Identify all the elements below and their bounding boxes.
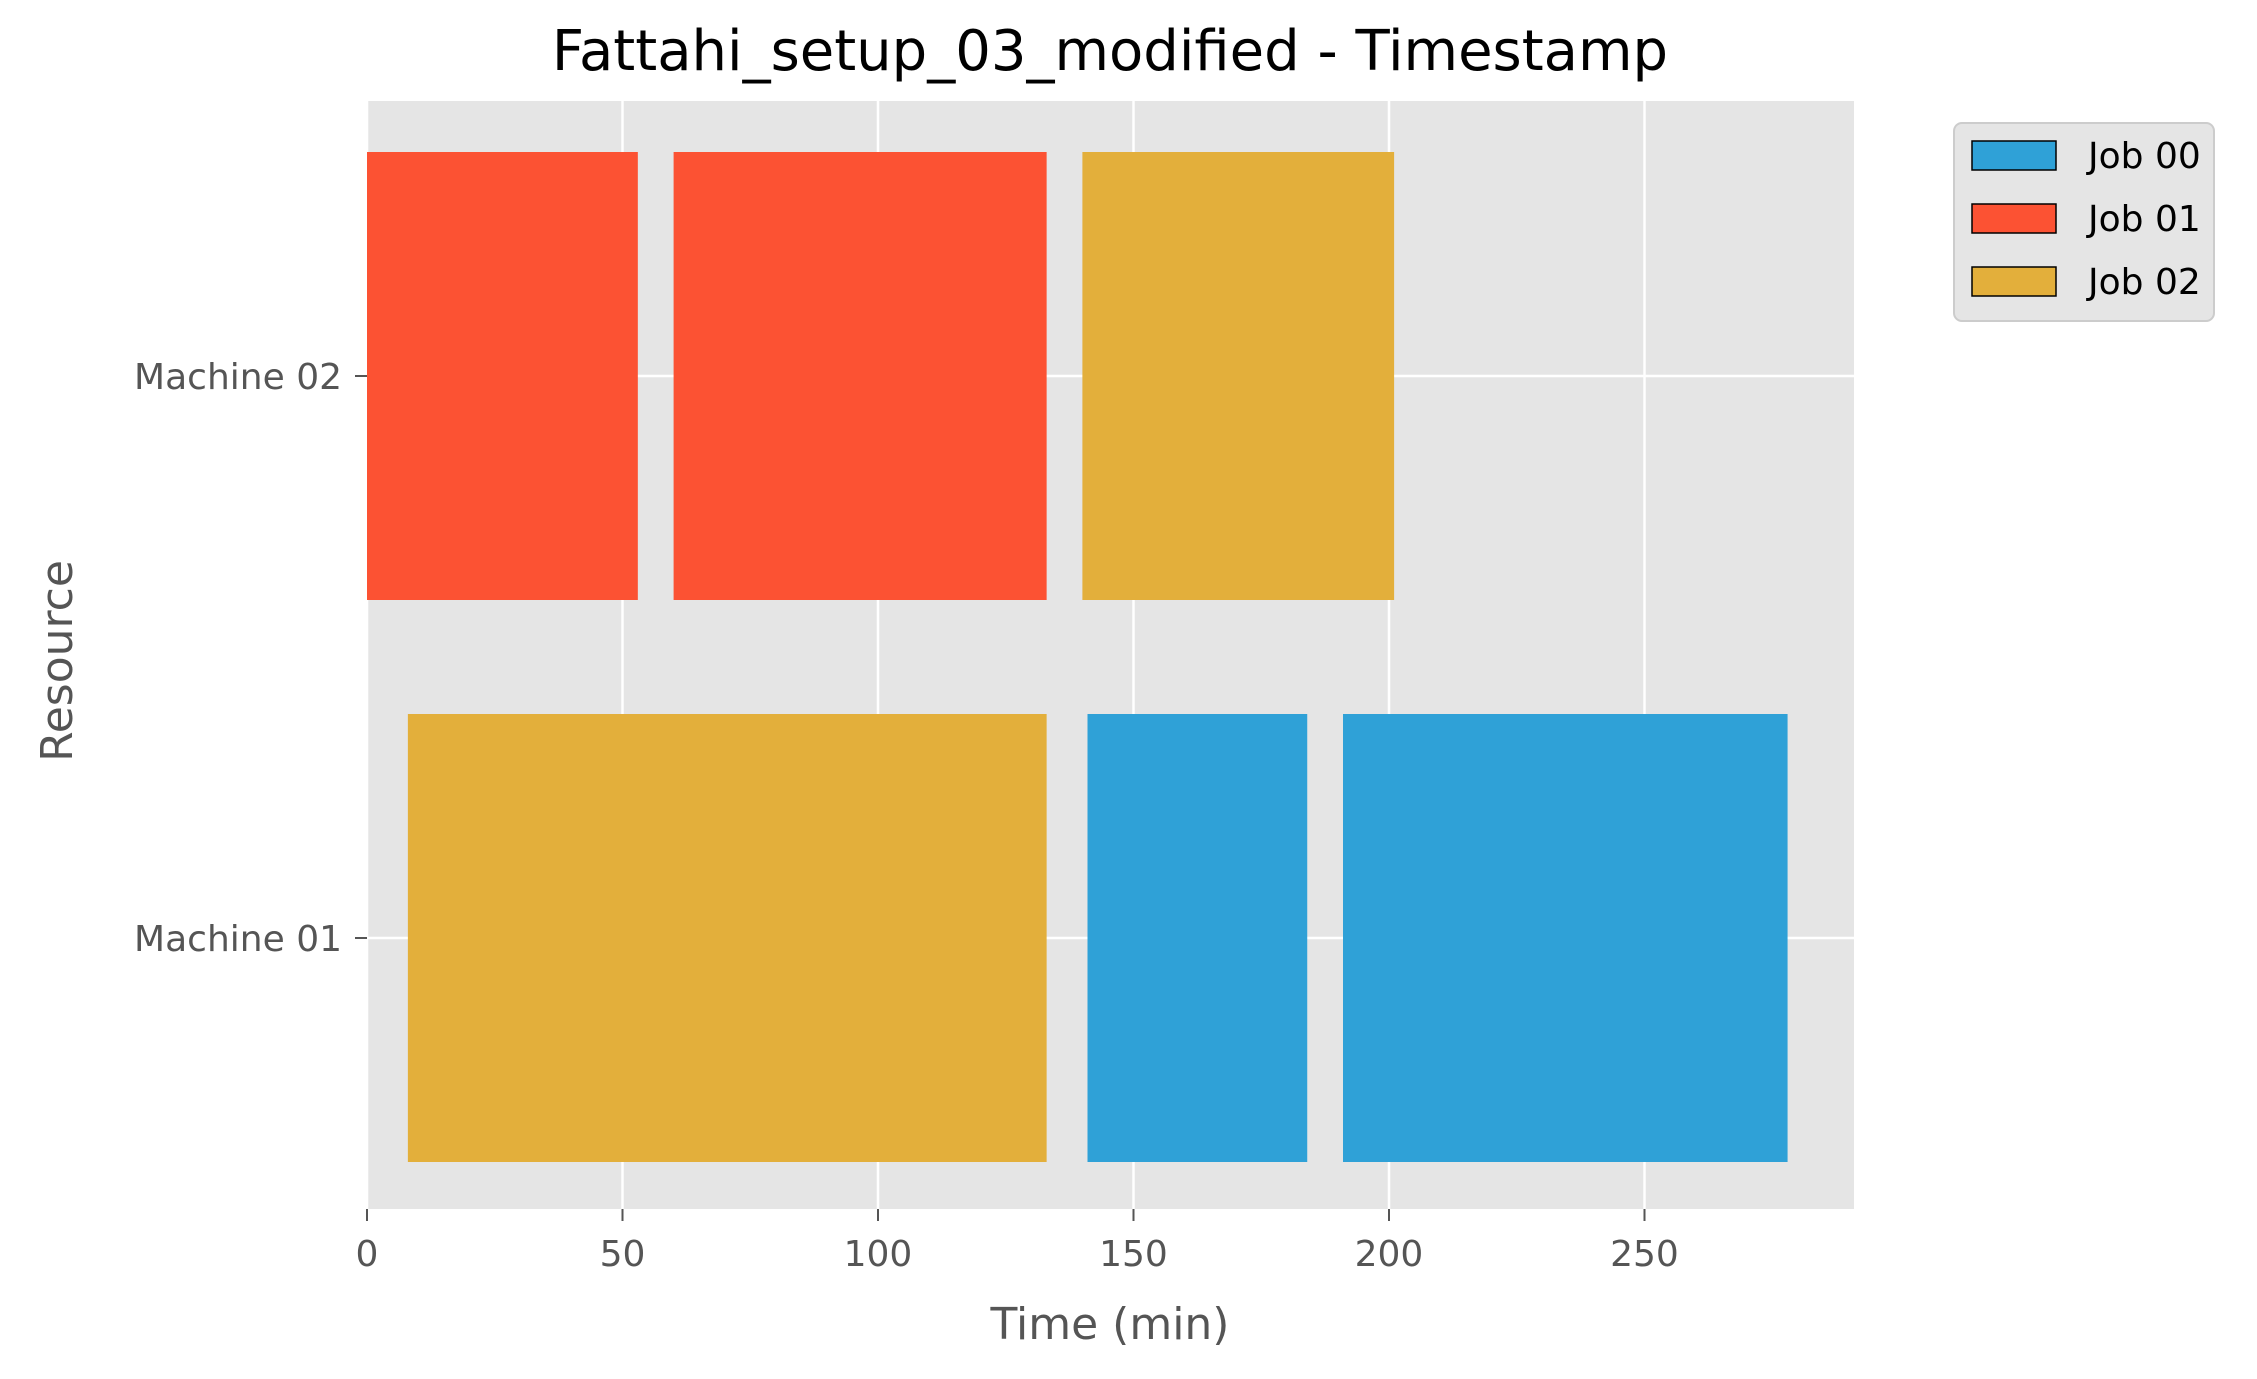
task-bar: [1087, 714, 1308, 1162]
legend-swatch: [1971, 203, 2057, 234]
task-bar: [407, 714, 1047, 1162]
legend-items: Job 00 Job 01 Job 02: [1971, 136, 2201, 303]
task-bar: [1343, 714, 1788, 1162]
legend-label: Job 01: [2086, 199, 2201, 240]
y-tick-label: Machine 01: [134, 919, 342, 960]
task-bar: [673, 152, 1047, 600]
legend-label: Job 00: [2086, 136, 2201, 177]
x-tick-label: 0: [356, 1234, 379, 1275]
legend-swatch: [1971, 140, 2057, 171]
x-tick-label: 100: [844, 1234, 913, 1275]
legend-swatch: [1971, 266, 2057, 297]
y-tick-label: Machine 02: [134, 357, 342, 398]
task-bar: [1082, 152, 1395, 600]
x-tick-label: 150: [1099, 1234, 1168, 1275]
chart-title: Fattahi_setup_03_modified - Timestamp: [552, 19, 1668, 84]
x-tick-label: 200: [1355, 1234, 1424, 1275]
legend: Job 00 Job 01 Job 02: [1953, 122, 2215, 322]
x-axis: 0 50 100 150 200 250: [356, 1209, 1679, 1275]
task-bars: [367, 152, 1788, 1162]
x-axis-label: Time (min): [990, 1299, 1230, 1350]
task-bar: [367, 152, 638, 600]
x-tick-label: 50: [600, 1234, 646, 1275]
y-axis-label: Resource: [32, 560, 83, 762]
x-tick-label: 250: [1610, 1234, 1679, 1275]
legend-label: Job 02: [2086, 262, 2201, 303]
y-axis: Machine 02 Machine 01: [134, 357, 367, 960]
